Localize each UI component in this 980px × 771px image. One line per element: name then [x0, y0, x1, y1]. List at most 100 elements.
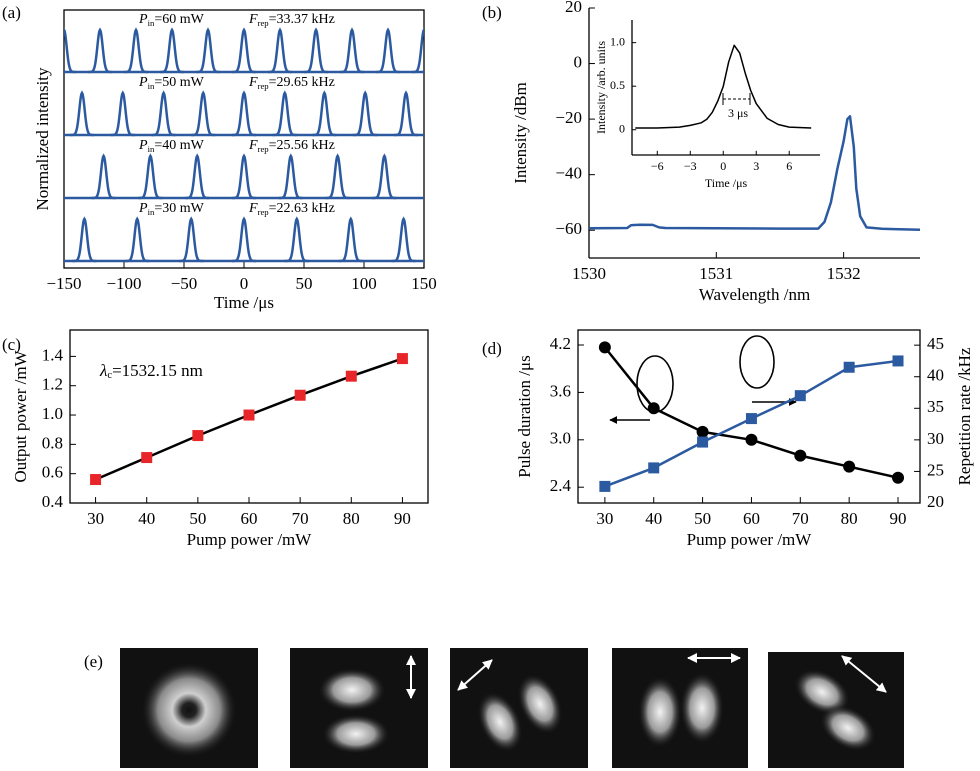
- pulse: [304, 27, 328, 74]
- plot-frame: [63, 9, 425, 269]
- marker: [598, 341, 611, 354]
- x-tick-label: 6: [786, 159, 792, 173]
- y-axis-label: Normalized intensity: [33, 67, 52, 211]
- axis-indicators: [609, 335, 797, 424]
- annotation-text: =40 mW: [154, 138, 204, 153]
- annotation-subscript: c: [107, 370, 112, 381]
- annotation-text: =1532.15 nm: [112, 361, 203, 380]
- panel-label: (d): [482, 339, 502, 358]
- x-tick-label: −3: [684, 159, 697, 173]
- pulse: [232, 153, 256, 200]
- y2-axis-label: Repetition rate /kHz: [955, 347, 974, 485]
- y-tick-label: 1.2: [42, 375, 63, 394]
- marker: [696, 425, 709, 438]
- annotation-symbol: P: [138, 138, 148, 153]
- x-tick-label: 70: [292, 509, 309, 528]
- annotation-text: =22.63 kHz: [269, 201, 335, 216]
- pulse: [232, 216, 256, 263]
- pulse: [151, 90, 176, 137]
- x-tick-label: 1531: [699, 264, 733, 283]
- x-axis-label: Pump power /mW: [687, 530, 813, 549]
- annotation-symbol: F: [248, 201, 258, 216]
- marker: [294, 389, 306, 401]
- y-tick-label: 2.4: [550, 476, 572, 495]
- annotation: Pin=30 mW: [138, 201, 205, 217]
- pulse: [70, 90, 94, 137]
- y-tick-label: −40: [555, 164, 582, 183]
- annotation-symbol: F: [248, 138, 258, 153]
- plot-frame: [577, 329, 921, 504]
- annotation: Frep=25.56 kHz: [248, 138, 335, 154]
- y2-tick-label: 20: [927, 492, 944, 511]
- y-tick-label: 3.0: [550, 429, 571, 448]
- x-tick-label: 90: [890, 509, 907, 528]
- y2-tick-label: 45: [927, 334, 944, 353]
- pulse: [278, 153, 303, 200]
- y-tick-label: 0.8: [42, 433, 63, 452]
- y-tick-label: −20: [555, 108, 582, 127]
- annotation-symbol: P: [138, 75, 148, 90]
- y-tick-label: 0.4: [42, 492, 64, 511]
- x-axis-label: Time /μs: [214, 293, 274, 312]
- x-tick-label: 80: [841, 509, 858, 528]
- annotation-text: =25.56 kHz: [269, 138, 335, 153]
- annotation-subscript: rep: [258, 18, 269, 28]
- annotation-symbol: P: [138, 201, 148, 216]
- x-axis-label: Time /μs: [705, 176, 748, 190]
- annotation-subscript: in: [148, 18, 155, 28]
- x-tick-label: 40: [138, 509, 155, 528]
- pulse: [391, 216, 416, 263]
- marker: [794, 390, 806, 402]
- y-tick-label: 1.4: [42, 345, 64, 364]
- pulse: [124, 27, 148, 74]
- x-tick-label: 100: [351, 274, 377, 293]
- x-tick-label: −100: [106, 274, 141, 293]
- annotation: Frep=33.37 kHz: [248, 12, 335, 28]
- axes: 30 40 50 60 70 80 90 0.4 0.6 0.8 1.0 1.2 1.4 Pump pow…: [11, 329, 429, 549]
- marker: [599, 480, 611, 492]
- annotation-subscript: in: [148, 81, 155, 91]
- y-tick-label: 3.6: [550, 381, 571, 400]
- annotation-subscript: rep: [258, 81, 269, 91]
- annotation-text: =50 mW: [154, 75, 204, 90]
- y-tick-label: 0.6: [42, 463, 63, 482]
- annotation: λc=1532.15 nm: [99, 361, 203, 382]
- pulse: [191, 90, 216, 137]
- annotation: Pin=40 mW: [138, 138, 205, 154]
- marker: [345, 370, 357, 382]
- marker: [892, 355, 904, 367]
- pulse: [312, 90, 337, 137]
- pulse: [340, 27, 364, 74]
- pulse: [88, 27, 112, 74]
- annotation-subscript: rep: [258, 207, 269, 217]
- panel-label: (b): [482, 3, 502, 22]
- marker: [141, 452, 153, 464]
- y2-tick-label: 35: [927, 397, 944, 416]
- x-tick-label: 1530: [572, 264, 606, 283]
- annotation: Pin=50 mW: [138, 75, 205, 91]
- x-tick-label: 3: [753, 159, 759, 173]
- axes: −6 −3 0 3 6 0 0.5 1.0 Time /μs Intensity /arb. un…: [594, 20, 820, 190]
- panel-label: (e): [84, 652, 103, 671]
- panel-label: (c): [2, 335, 21, 354]
- y-tick-label: 0: [619, 121, 625, 135]
- inset-annotation: 3 μs: [728, 106, 748, 120]
- marker: [192, 430, 204, 442]
- marker: [843, 460, 856, 473]
- annotation-subscript: in: [148, 207, 155, 217]
- pulse: [268, 27, 292, 74]
- beam-images: [120, 648, 904, 768]
- pulse: [138, 153, 163, 200]
- pulse: [394, 90, 418, 137]
- marker: [843, 361, 855, 373]
- y-tick-label: 0.5: [610, 78, 625, 92]
- marker: [794, 449, 807, 462]
- marker: [243, 409, 255, 421]
- pulse: [110, 90, 135, 137]
- pulse: [353, 90, 378, 137]
- y2-tick-label: 25: [927, 460, 944, 479]
- pulse: [376, 27, 400, 74]
- annotation-symbol: F: [248, 75, 258, 90]
- x-tick-label: 80: [343, 509, 360, 528]
